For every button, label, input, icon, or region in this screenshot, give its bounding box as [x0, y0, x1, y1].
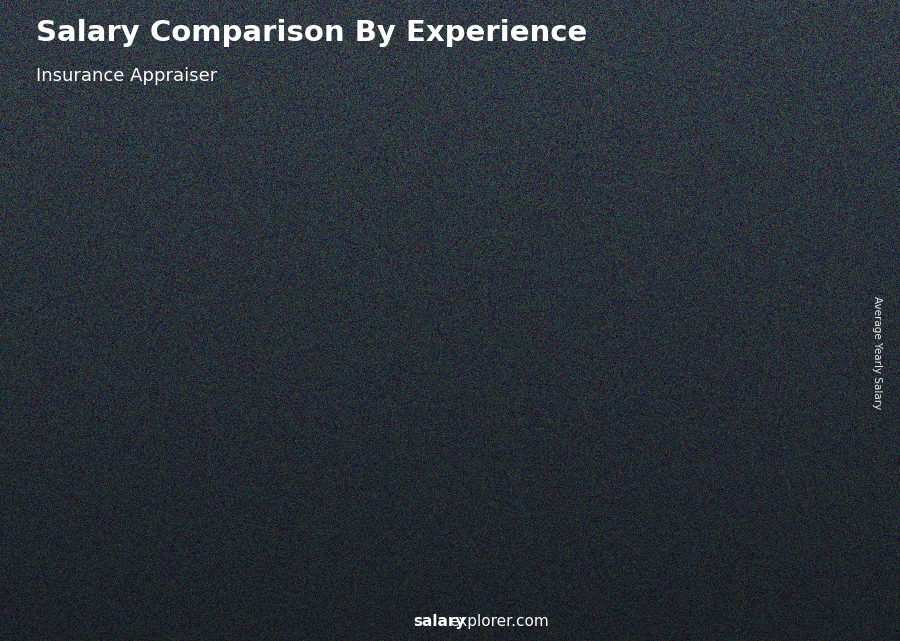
Bar [716, 60, 832, 65]
Text: Average Yearly Salary: Average Yearly Salary [872, 296, 883, 409]
Bar [716, 51, 762, 82]
Text: +7%: +7% [662, 186, 704, 204]
Bar [716, 65, 832, 69]
Bar [205, 408, 269, 564]
Text: +7%: +7% [538, 206, 580, 224]
Text: 135,000 USD: 135,000 USD [694, 228, 771, 241]
Text: +38%: +38% [284, 276, 338, 294]
Polygon shape [146, 431, 160, 564]
Bar [716, 51, 832, 56]
Text: +29%: +29% [160, 336, 214, 354]
Polygon shape [393, 336, 408, 564]
Bar [716, 87, 832, 91]
Text: 95,100 USD: 95,100 USD [322, 319, 392, 331]
Bar [453, 296, 517, 564]
Polygon shape [517, 284, 532, 564]
Bar [328, 348, 393, 564]
Bar [716, 74, 832, 78]
Bar [716, 56, 832, 60]
Bar [716, 82, 832, 87]
Polygon shape [700, 246, 779, 258]
Text: salary: salary [413, 615, 465, 629]
Text: Insurance Appraiser: Insurance Appraiser [36, 67, 217, 85]
Text: explorer.com: explorer.com [449, 615, 549, 629]
Text: +24%: +24% [408, 224, 462, 242]
Text: 53,600 USD: 53,600 USD [75, 413, 144, 426]
Bar [716, 91, 832, 96]
Bar [716, 104, 832, 109]
Text: salaryexplorer.com: salaryexplorer.com [413, 615, 559, 629]
Bar [700, 258, 765, 564]
Text: 126,000 USD: 126,000 USD [571, 248, 647, 262]
Bar [716, 96, 832, 100]
Bar [716, 100, 832, 104]
Polygon shape [577, 266, 656, 278]
Polygon shape [765, 246, 779, 564]
Bar [716, 69, 832, 74]
Polygon shape [81, 431, 160, 442]
Text: Salary Comparison By Experience: Salary Comparison By Experience [36, 19, 587, 47]
Text: 118,000 USD: 118,000 USD [446, 267, 524, 279]
Text: 68,900 USD: 68,900 USD [199, 378, 268, 391]
Polygon shape [205, 395, 284, 408]
Bar [716, 78, 832, 82]
Polygon shape [328, 336, 408, 348]
Polygon shape [641, 266, 656, 564]
Bar [577, 278, 641, 564]
Polygon shape [269, 395, 284, 564]
Polygon shape [453, 284, 532, 296]
Bar [81, 442, 146, 564]
